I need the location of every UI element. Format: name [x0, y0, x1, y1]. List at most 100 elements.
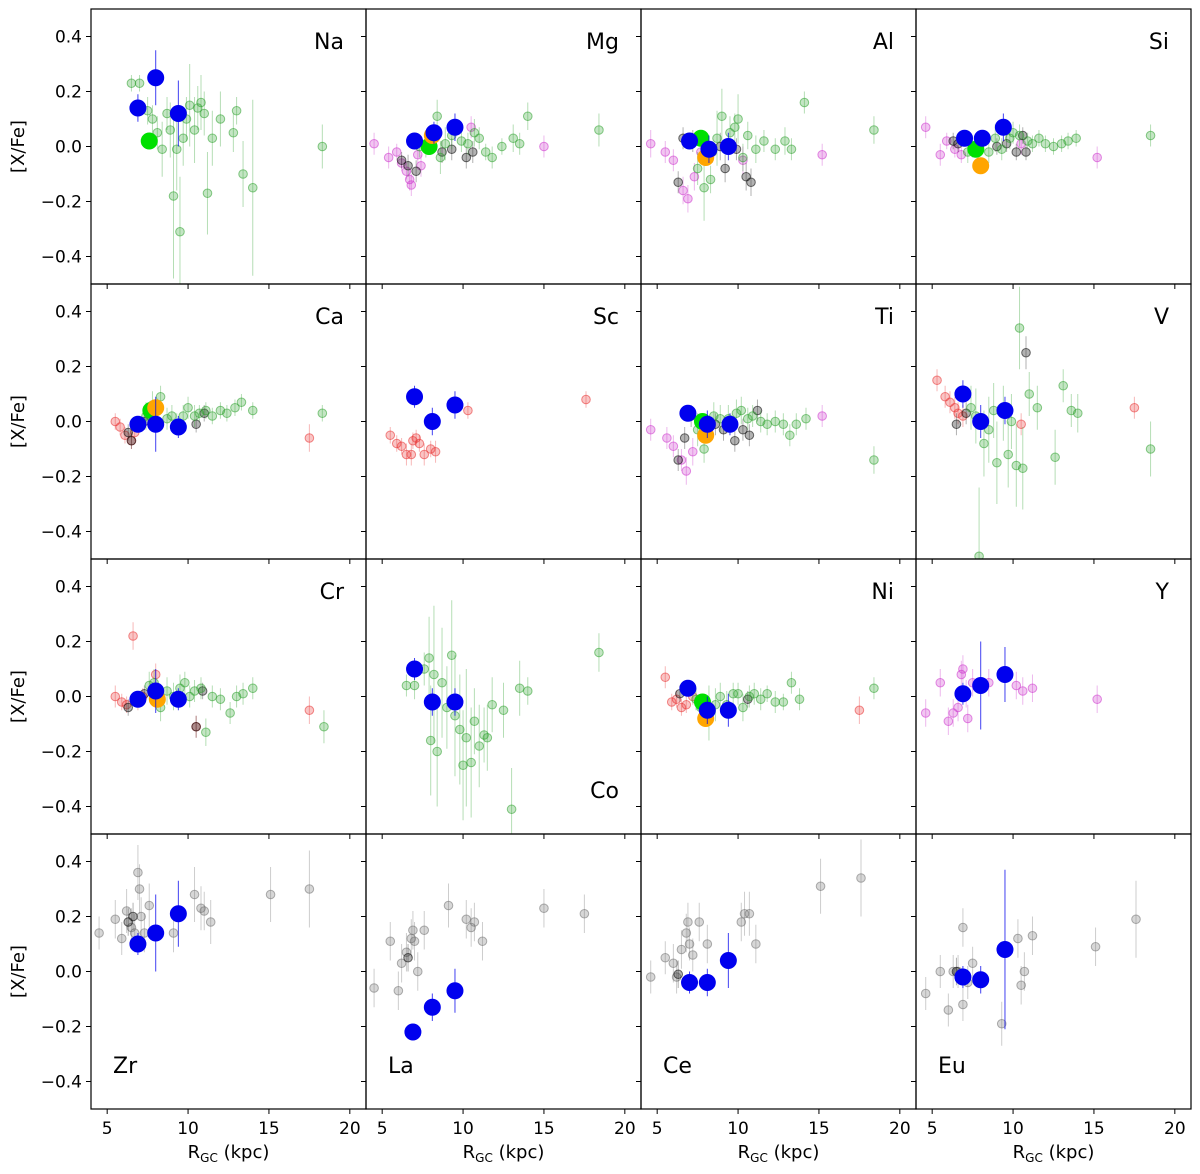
- literature-point: [409, 680, 420, 691]
- literature-point: [1022, 136, 1033, 146]
- x-tick-label: 10: [452, 1119, 474, 1139]
- literature-point: [1058, 380, 1069, 391]
- x-tick-label: 15: [1083, 1119, 1105, 1139]
- literature-point: [751, 939, 761, 949]
- literature-point: [694, 917, 705, 927]
- literature-point: [110, 691, 121, 702]
- literature-point: [175, 226, 185, 237]
- literature-point: [1017, 686, 1028, 696]
- literature-point: [668, 958, 679, 969]
- literature-point: [676, 944, 687, 955]
- plot-area: [920, 641, 1102, 735]
- literature-point: [506, 804, 517, 815]
- literature-point: [785, 430, 795, 441]
- literature-point: [231, 105, 242, 116]
- blue-point: [147, 682, 165, 700]
- blue-point: [423, 693, 441, 711]
- literature-point: [207, 411, 218, 421]
- literature-point: [705, 174, 716, 185]
- panel-si: Si: [911, 8, 1192, 289]
- y-tick-label: 0.4: [55, 853, 82, 873]
- literature-point: [935, 677, 946, 688]
- literature-point: [480, 147, 491, 157]
- y-tick-label: −0.2: [41, 1018, 82, 1038]
- blue-point: [698, 701, 716, 719]
- literature-point: [1021, 347, 1031, 358]
- literature-point: [178, 133, 189, 144]
- literature-point: [304, 705, 315, 716]
- literature-point: [1027, 138, 1038, 149]
- literature-point: [662, 433, 672, 443]
- literature-point: [1006, 416, 1017, 427]
- literature-point: [522, 111, 533, 122]
- literature-point: [671, 972, 682, 982]
- literature-point: [967, 958, 978, 969]
- plot-area: [920, 869, 1141, 1046]
- literature-point: [116, 933, 127, 944]
- literature-point: [205, 917, 216, 927]
- literature-point: [369, 983, 379, 993]
- panel-zr: 0.4 0.2 0.0 −0.2 −0.4 5 10 15 20 [X/Fe] RGC (kpc) Z…: [8, 833, 367, 1165]
- x-tick-label: 10: [177, 1119, 199, 1139]
- blue-point: [423, 413, 441, 430]
- literature-point: [508, 133, 519, 144]
- literature-point: [304, 433, 315, 443]
- panel-mg: Mg: [361, 8, 642, 289]
- y-tick-label: 0.4: [55, 578, 82, 598]
- literature-point: [469, 716, 480, 727]
- literature-point: [412, 966, 423, 977]
- literature-point: [199, 108, 210, 119]
- element-label: Zr: [113, 1054, 138, 1079]
- literature-point: [943, 716, 954, 727]
- element-label: Ce: [663, 1054, 692, 1079]
- element-label: Al: [873, 30, 894, 55]
- x-axis-label-subscript: GC: [1025, 1151, 1043, 1165]
- panel-al: Al: [636, 8, 917, 289]
- literature-point: [747, 411, 758, 421]
- literature-point: [992, 457, 1002, 468]
- literature-point: [469, 917, 480, 927]
- literature-point: [403, 952, 413, 963]
- literature-point: [167, 411, 177, 421]
- literature-point: [1034, 133, 1044, 144]
- literature-point: [687, 950, 698, 960]
- literature-point: [467, 147, 478, 157]
- blue-point: [129, 415, 147, 433]
- literature-point: [817, 411, 827, 421]
- x-tick-label: 20: [339, 1119, 361, 1139]
- literature-point: [666, 697, 677, 707]
- literature-point: [668, 441, 679, 452]
- literature-point: [1021, 147, 1031, 157]
- literature-point: [645, 138, 656, 149]
- literature-point: [786, 144, 797, 155]
- literature-point: [414, 438, 425, 449]
- literature-point: [189, 889, 200, 900]
- literature-point: [1014, 323, 1025, 333]
- literature-point: [660, 672, 671, 683]
- blue-point: [972, 677, 990, 694]
- x-tick-label: 15: [258, 1119, 280, 1139]
- literature-point: [487, 699, 497, 710]
- literature-point: [1131, 914, 1141, 925]
- literature-point: [514, 138, 525, 149]
- literature-point: [794, 694, 805, 705]
- literature-point: [446, 144, 457, 155]
- literature-point: [474, 133, 485, 144]
- x-tick-label: 5: [377, 1119, 388, 1139]
- blue-point: [679, 679, 697, 697]
- element-label: Mg: [586, 30, 619, 55]
- literature-point: [762, 688, 772, 699]
- literature-point: [791, 419, 802, 430]
- blue-point: [169, 418, 187, 436]
- blue-point: [700, 140, 718, 158]
- literature-point: [738, 152, 748, 163]
- literature-point: [581, 394, 591, 405]
- literature-point: [461, 914, 472, 925]
- blue-point: [954, 385, 972, 403]
- x-axis-label-subscript: GC: [475, 1151, 493, 1165]
- literature-point: [463, 138, 473, 149]
- literature-point: [110, 914, 121, 925]
- literature-point: [419, 449, 430, 460]
- literature-point: [950, 402, 960, 413]
- literature-point: [956, 669, 967, 680]
